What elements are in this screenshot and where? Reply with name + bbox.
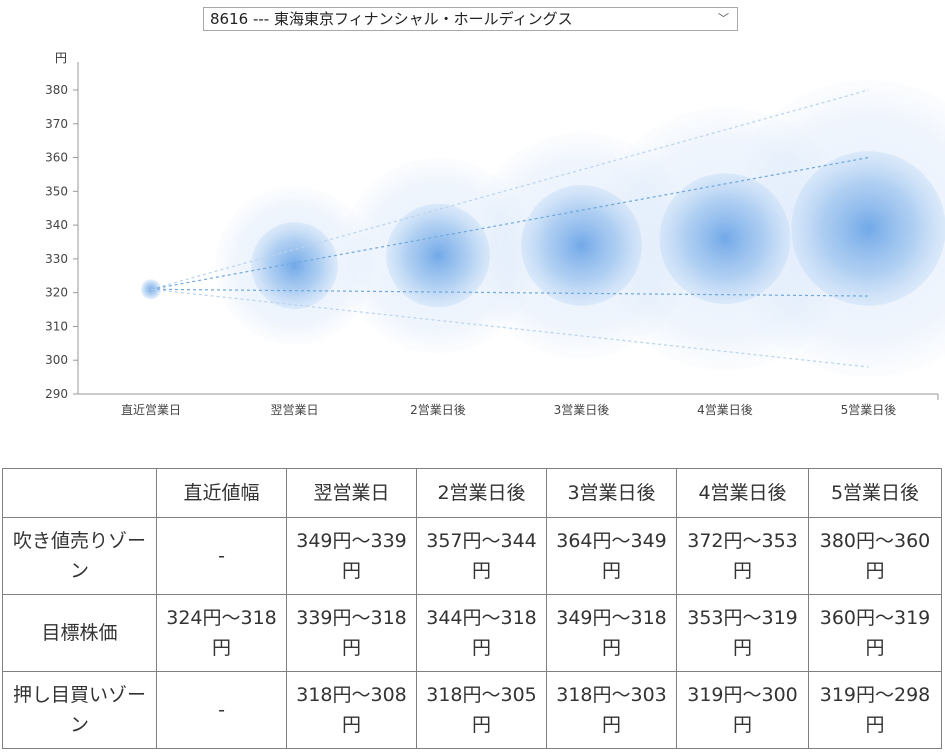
table-header-cell: 直近値幅 xyxy=(156,468,287,518)
inner-range-bubble xyxy=(251,222,338,310)
table-header-cell: 4営業日後 xyxy=(676,468,809,518)
table-cell: 319円～298円 xyxy=(808,671,942,749)
forecast-chart: 290 300 310 320 330 340 350 360 370 380 直近営業日 翌営業日… xyxy=(45,51,945,417)
y-tick-label: 360 xyxy=(45,151,68,165)
row-label: 吹き値売りゾーン xyxy=(2,517,157,595)
table-row: 目標株価 324円～318円 339円～318円 344円～318円 349円～… xyxy=(2,594,942,672)
x-tick-label: 翌営業日 xyxy=(270,403,318,417)
inner-range-bubble xyxy=(521,185,642,306)
inner-range-bubble xyxy=(659,173,791,305)
table-cell: - xyxy=(156,671,287,749)
forecast-lines xyxy=(150,89,869,368)
row-label: 目標株価 xyxy=(2,594,157,672)
y-tick-label: 330 xyxy=(45,252,68,266)
y-tick-label: 310 xyxy=(45,319,68,333)
upper-bound-line xyxy=(150,89,869,290)
y-tick-label: 290 xyxy=(45,387,68,401)
table-header-cell: 2営業日後 xyxy=(416,468,547,518)
row-label: 押し目買いゾーン xyxy=(2,671,157,749)
x-axis-ticks: 直近営業日 翌営業日 2営業日後 3営業日後 4営業日後 5営業日後 xyxy=(121,403,896,417)
table-row: 吹き値売りゾーン - 349円～339円 357円～344円 364円～349円… xyxy=(2,517,942,595)
table-header-row: 直近値幅 翌営業日 2営業日後 3営業日後 4営業日後 5営業日後 xyxy=(2,468,942,518)
table-header-cell xyxy=(2,468,157,518)
stock-selector-value: 8616 --- 東海東京フィナンシャル・ホールディングス xyxy=(210,10,573,28)
target-upper-line xyxy=(150,156,869,290)
table-cell: - xyxy=(156,517,287,595)
table-row: 押し目買いゾーン - 318円～308円 318円～305円 318円～303円… xyxy=(2,671,942,749)
y-tick-label: 320 xyxy=(45,286,68,300)
x-tick-label: 2営業日後 xyxy=(410,403,466,417)
table-cell: 344円～318円 xyxy=(416,594,547,672)
inner-range-bubble xyxy=(791,151,945,306)
x-tick-label: 5営業日後 xyxy=(841,403,897,417)
chart-axes xyxy=(77,62,939,400)
y-tick-label: 370 xyxy=(45,117,68,131)
y-axis-unit-label: 円 xyxy=(55,51,67,65)
table-cell: 324円～318円 xyxy=(156,594,287,672)
table-cell: 349円～318円 xyxy=(546,594,677,672)
lower-bound-line xyxy=(150,288,869,368)
table-header-cell: 5営業日後 xyxy=(808,468,942,518)
table-cell: 318円～308円 xyxy=(286,671,417,749)
forecast-table: 直近値幅 翌営業日 2営業日後 3営業日後 4営業日後 5営業日後 吹き値売りゾ… xyxy=(2,468,942,749)
y-axis-ticks: 290 300 310 320 330 340 350 360 370 380 xyxy=(45,83,78,401)
x-tick-label: 3営業日後 xyxy=(554,403,610,417)
table-cell: 318円～305円 xyxy=(416,671,547,749)
table-cell: 318円～303円 xyxy=(546,671,677,749)
y-tick-label: 350 xyxy=(45,184,68,198)
table-header-cell: 3営業日後 xyxy=(546,468,677,518)
table-cell: 353円～319円 xyxy=(676,594,809,672)
table-header-cell: 翌営業日 xyxy=(286,468,417,518)
table-cell: 380円～360円 xyxy=(808,517,942,595)
y-tick-label: 300 xyxy=(45,353,68,367)
inner-range-bubbles xyxy=(141,151,945,310)
table-cell: 364円～349円 xyxy=(546,517,677,595)
table-cell: 360円～319円 xyxy=(808,594,942,672)
x-tick-label: 直近営業日 xyxy=(121,403,181,417)
table-cell: 319円～300円 xyxy=(676,671,809,749)
x-tick-label: 4営業日後 xyxy=(697,403,753,417)
table-cell: 357円～344円 xyxy=(416,517,547,595)
table-cell: 372円～353円 xyxy=(676,517,809,595)
table-cell: 349円～339円 xyxy=(286,517,417,595)
chevron-down-icon: ﹀ xyxy=(718,12,729,25)
stock-selector[interactable]: 8616 --- 東海東京フィナンシャル・ホールディングス ﹀ xyxy=(203,7,738,31)
inner-range-bubble xyxy=(386,203,490,308)
table-cell: 339円～318円 xyxy=(286,594,417,672)
y-tick-label: 340 xyxy=(45,218,68,232)
y-tick-label: 380 xyxy=(45,83,68,97)
